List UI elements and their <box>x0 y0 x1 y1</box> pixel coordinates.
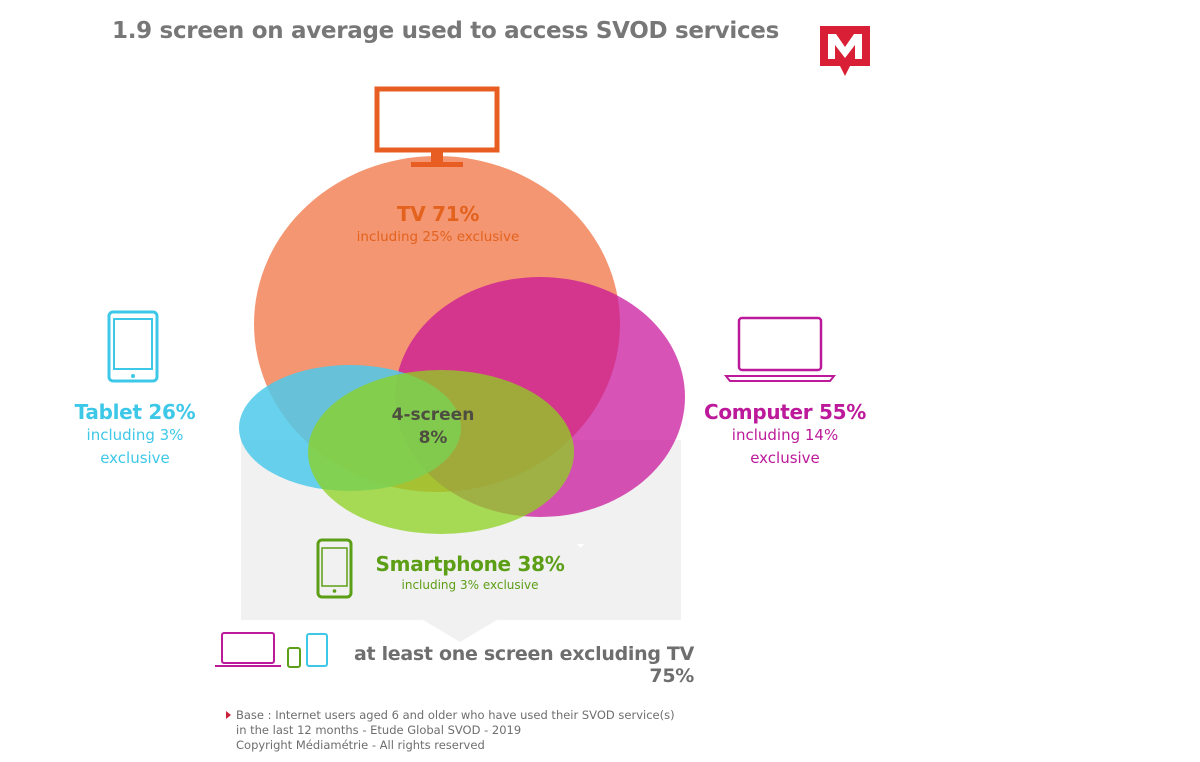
panel-notch <box>577 544 584 548</box>
tablet-label: Tablet 26% including 3% exclusive <box>50 400 220 470</box>
mediametrie-logo <box>820 26 870 76</box>
excluding-tv-label: at least one screen excluding TV 75% <box>330 643 694 687</box>
tv-icon <box>374 86 500 167</box>
laptop-icon <box>723 316 837 382</box>
smartphone-label: Smartphone 38% including 3% exclusive <box>360 552 580 594</box>
smartphone-circle <box>308 370 574 534</box>
smartphone-icon <box>316 538 353 599</box>
footnote-bullet-icon <box>226 711 231 719</box>
smartphone-share: Smartphone 38% <box>375 552 565 576</box>
tablet-share: Tablet 26% <box>74 400 196 424</box>
computer-share: Computer 55% <box>703 400 867 424</box>
footnote-line-3: Copyright Médiamétrie - All rights reser… <box>236 738 485 752</box>
tablet-icon <box>107 310 159 383</box>
page-title: 1.9 screen on average used to access SVO… <box>112 18 779 44</box>
footnote: Base : Internet users aged 6 and older w… <box>236 708 675 753</box>
small-tablet-icon <box>306 633 328 667</box>
excluding-tv-share: 75% <box>649 665 694 687</box>
tv-label: TV 71% including 25% exclusive <box>300 202 576 249</box>
footnote-line-2: in the last 12 months - Etude Global SVO… <box>236 723 522 737</box>
tablet-exclusive-line-1: including 3% <box>86 426 184 444</box>
four-screen-share: 8% <box>418 428 448 448</box>
computer-exclusive-line-1: including 14% <box>731 426 839 444</box>
tv-exclusive: including 25% exclusive <box>356 229 520 245</box>
excluding-tv-text: at least one screen excluding TV <box>353 643 694 665</box>
tablet-exclusive-line-2: exclusive <box>100 449 170 467</box>
small-smartphone-icon <box>287 647 301 668</box>
small-laptop-icon <box>215 632 281 667</box>
computer-label: Computer 55% including 14% exclusive <box>690 400 880 470</box>
footnote-line-1: Base : Internet users aged 6 and older w… <box>236 708 675 722</box>
smartphone-exclusive: including 3% exclusive <box>401 578 539 592</box>
four-screen-text: 4-screen <box>391 405 475 425</box>
computer-exclusive-line-2: exclusive <box>750 449 820 467</box>
four-screen-label: 4-screen 8% <box>370 404 496 450</box>
tv-share: TV 71% <box>396 202 480 226</box>
